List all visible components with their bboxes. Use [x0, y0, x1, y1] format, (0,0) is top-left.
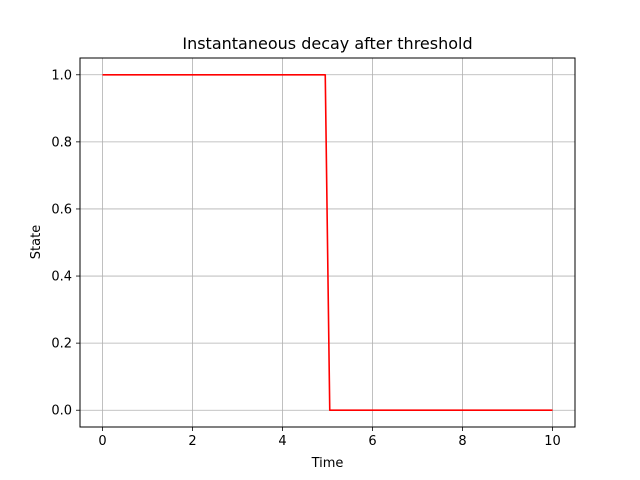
chart-title: Instantaneous decay after threshold: [182, 34, 472, 53]
y-tick-label: 0.4: [51, 270, 72, 285]
x-tick-label: 6: [368, 434, 376, 449]
y-tick-label: 0.6: [51, 202, 72, 217]
x-tick-label: 2: [188, 434, 196, 449]
y-tick-label: 0.8: [51, 135, 72, 150]
series-layer: [102, 73, 553, 412]
x-tick-label: 10: [544, 434, 561, 449]
y-axis-label: State: [29, 225, 44, 259]
x-axis-label: Time: [311, 456, 344, 471]
y-tick-label: 0.0: [51, 404, 72, 419]
y-tick-label: 1.0: [51, 68, 72, 83]
y-tick-label: 0.2: [51, 337, 72, 352]
plot-area-frame: [79, 57, 576, 428]
axis-ticks: 0 2 4 6 8 10 0.0 0.2 0.4 0.6 0.8 1.0: [51, 68, 560, 449]
x-tick-label: 0: [98, 434, 106, 449]
x-tick-label: 8: [458, 434, 466, 449]
series-line: [102, 73, 553, 412]
x-tick-label: 4: [278, 434, 286, 449]
